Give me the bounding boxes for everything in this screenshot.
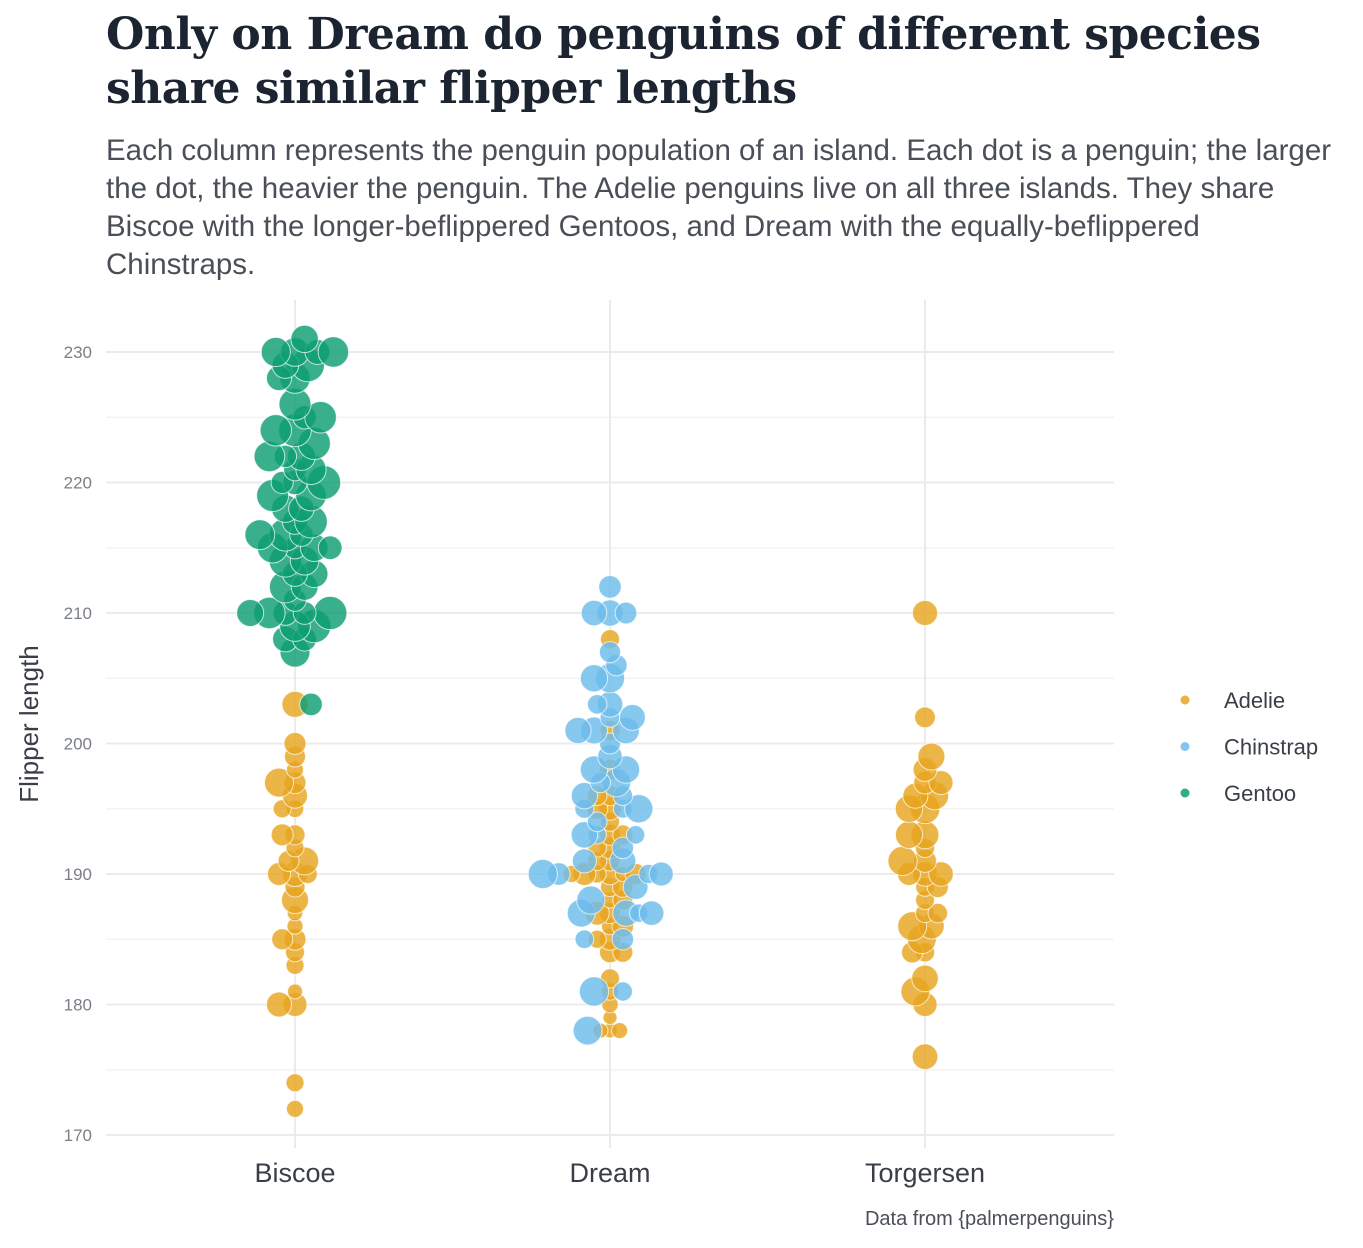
data-point-gentoo [259, 414, 292, 447]
data-point-adelie [911, 964, 939, 993]
data-point-gentoo [236, 599, 265, 627]
legend-label-gentoo: Gentoo [1224, 781, 1296, 806]
data-point-chinstrap [527, 858, 558, 890]
data-point-chinstrap [648, 861, 674, 887]
data-point-gentoo [290, 324, 319, 354]
data-point-adelie [914, 706, 936, 729]
data-point-adelie [264, 767, 294, 798]
data-point-chinstrap [618, 703, 646, 731]
data-point-chinstrap [598, 575, 622, 599]
data-point-chinstrap [611, 927, 635, 951]
x-category-label: Torgersen [865, 1158, 985, 1188]
chart-title: Only on Dream do penguins of different s… [106, 9, 1261, 114]
data-point-adelie [911, 1043, 939, 1070]
legend-key-adelie [1180, 695, 1190, 705]
x-category-label: Dream [569, 1158, 650, 1188]
data-point-chinstrap [638, 900, 665, 926]
data-point-chinstrap [576, 885, 606, 915]
y-axis-title: Flipper length [14, 645, 44, 803]
y-tick-label: 180 [64, 996, 92, 1015]
legend-label-adelie: Adelie [1224, 688, 1285, 713]
data-point-chinstrap [571, 848, 597, 874]
data-point-chinstrap [572, 1015, 603, 1046]
data-point-chinstrap [570, 782, 599, 810]
chart-caption: Data from {palmerpenguins} [865, 1208, 1114, 1230]
data-point-chinstrap [579, 664, 609, 693]
data-point-adelie [285, 1073, 305, 1093]
data-point-chinstrap [586, 811, 608, 833]
data-points [236, 324, 954, 1118]
data-point-adelie [927, 902, 949, 924]
data-point-adelie [887, 845, 918, 877]
x-category-label: Biscoe [254, 1158, 335, 1188]
data-point-adelie [911, 599, 939, 627]
data-point-gentoo [244, 519, 276, 551]
data-point-chinstrap [574, 929, 595, 950]
y-tick-label: 200 [64, 735, 92, 754]
y-axis-ticks: 170 180 190 200 210 220 230 [64, 343, 92, 1145]
data-point-adelie [266, 991, 292, 1018]
data-point-chinstrap [612, 981, 633, 1002]
data-point-gentoo [299, 692, 323, 717]
data-point-gentoo [317, 336, 350, 368]
y-tick-label: 210 [64, 604, 92, 623]
legend-key-chinstrap [1180, 742, 1190, 751]
y-tick-label: 220 [64, 474, 92, 493]
data-point-adelie [611, 1022, 629, 1040]
data-point-gentoo [260, 336, 291, 368]
y-tick-label: 190 [64, 865, 92, 884]
data-point-adelie [287, 983, 303, 1000]
chart-subtitle: Each column represents the penguin popul… [106, 134, 1332, 281]
data-point-adelie [894, 820, 924, 849]
y-tick-label: 230 [64, 343, 92, 362]
data-point-chinstrap [611, 836, 635, 860]
data-point-chinstrap [578, 976, 610, 1007]
data-point-adelie [928, 861, 954, 887]
legend-key-gentoo [1180, 788, 1190, 798]
data-point-adelie [271, 928, 294, 951]
data-point-gentoo [317, 535, 343, 561]
data-point-chinstrap [586, 694, 608, 715]
y-tick-label: 170 [64, 1126, 92, 1145]
data-point-chinstrap [625, 825, 646, 845]
legend-label-chinstrap: Chinstrap [1224, 735, 1318, 760]
x-axis-categories: Biscoe Dream Torgersen [254, 1158, 985, 1188]
data-point-chinstrap [580, 599, 608, 627]
data-point-adelie [917, 742, 946, 771]
legend: Adelie Chinstrap Gentoo [1180, 688, 1318, 806]
data-point-gentoo [313, 595, 348, 631]
data-point-adelie [286, 1099, 304, 1118]
data-point-chinstrap [598, 641, 622, 664]
data-point-chinstrap [614, 601, 638, 625]
data-point-adelie [270, 823, 294, 847]
data-point-adelie [283, 732, 307, 755]
data-point-chinstrap [564, 716, 592, 745]
data-point-chinstrap [624, 794, 654, 824]
